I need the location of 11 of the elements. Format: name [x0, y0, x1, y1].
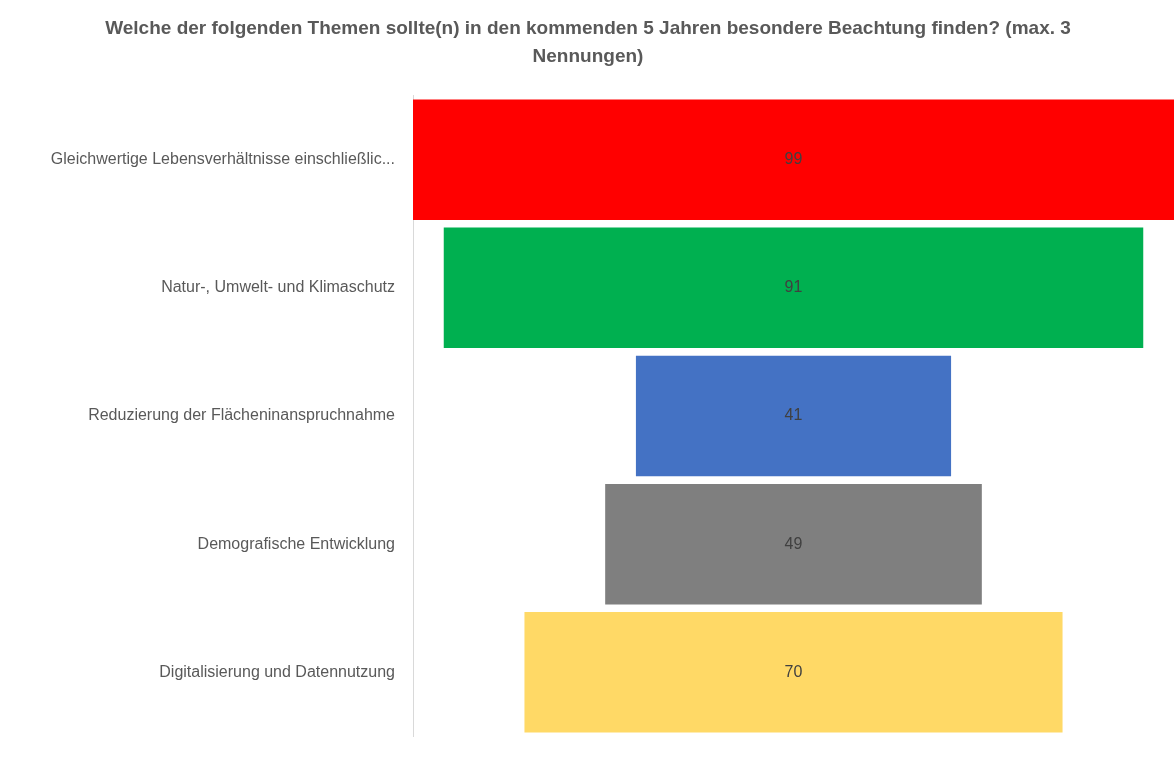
- category-label: Natur-, Umwelt- und Klimaschutz: [161, 278, 395, 296]
- text: Welche der folgenden Themen sollte(n) in den kommenden 5 Jahren besondere Beachtung finden? (max. 3 Nennungen): [104, 16, 1072, 68]
- data-label: 41: [784, 406, 803, 424]
- category-label: Gleichwertige Lebensverhältnisse einschließlic...: [50, 150, 395, 168]
- data-label: 49: [784, 534, 803, 552]
- category-label: Reduzierung der Flächeninanspruchnahme: [88, 406, 396, 424]
- data-label: 91: [784, 278, 803, 296]
- category-label: Digitalisierung und Datennutzung: [159, 662, 395, 680]
- data-label: 99: [784, 150, 803, 168]
- category-label: Demografische Entwicklung: [197, 534, 395, 552]
- data-label: 70: [784, 662, 803, 680]
